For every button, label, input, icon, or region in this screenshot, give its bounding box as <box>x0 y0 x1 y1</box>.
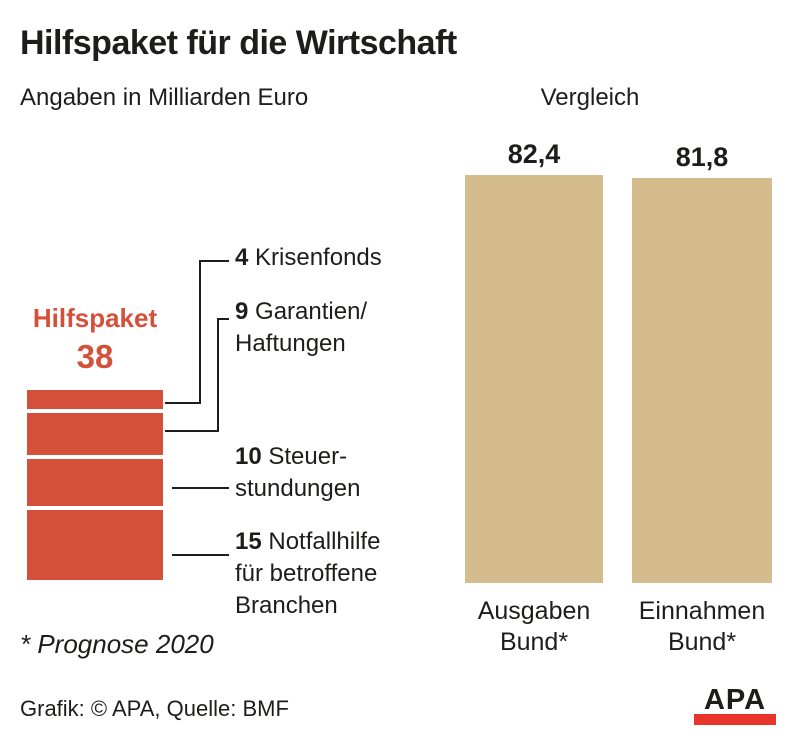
bar-value-ausgaben: 82,4 <box>507 139 561 169</box>
bar-label-line: Bund* <box>499 628 569 656</box>
bar-label-line: Bund* <box>667 628 737 656</box>
segment-steuerstundungen <box>27 458 163 506</box>
unit-note: Angaben in Milliarden Euro <box>20 84 309 111</box>
stacked-bar <box>27 390 163 580</box>
segment-text: stundungen <box>235 475 361 502</box>
segment-text: Branchen <box>235 592 338 619</box>
bar-value-einnahmen: 81,8 <box>675 142 729 172</box>
apa-logo: APA <box>694 684 776 725</box>
bar-label-line: Einnahmen <box>638 597 766 625</box>
bar-label-ausgaben: Ausgaben Bund* <box>434 596 634 658</box>
segment-label-garantien: 9 Garantien/ Haftungen <box>235 296 367 360</box>
segment-value: 4 <box>235 244 249 271</box>
segment-text: Krisenfonds <box>255 244 382 271</box>
segment-krisenfonds <box>27 390 163 409</box>
footnote: * Prognose 2020 <box>20 629 214 659</box>
segment-text: Garantien/ <box>255 298 368 325</box>
segment-label-notfallhilfe: 15 Notfallhilfe für betroffene Branchen <box>235 526 380 622</box>
segment-text: Steuer- <box>268 443 348 470</box>
bar-ausgaben-bund <box>465 175 603 583</box>
page-title: Hilfspaket für die Wirtschaft <box>20 24 457 62</box>
segment-notfallhilfe <box>27 509 163 580</box>
segment-text: für betroffene <box>235 560 378 587</box>
segment-value: 15 <box>235 528 262 555</box>
comparison-title: Vergleich <box>540 84 640 111</box>
segment-label-krisenfonds: 4 Krisenfonds <box>235 242 382 274</box>
stacked-bar-total-value: 38 <box>76 338 114 375</box>
segment-value: 9 <box>235 298 249 325</box>
bar-einnahmen-bund <box>632 178 772 583</box>
credit-line: Grafik: © APA, Quelle: BMF <box>20 696 289 721</box>
segment-garantien-haftungen <box>27 412 163 455</box>
stacked-bar-title: Hilfspaket <box>32 303 158 333</box>
segment-text: Notfallhilfe <box>268 528 381 555</box>
bar-label-einnahmen: Einnahmen Bund* <box>612 596 792 658</box>
apa-logo-text: APA <box>703 684 767 716</box>
segment-label-steuerstundungen: 10 Steuer- stundungen <box>235 441 360 505</box>
bar-label-line: Ausgaben <box>477 597 591 625</box>
apa-logo-red-bar <box>694 714 776 725</box>
segment-value: 10 <box>235 443 262 470</box>
segment-text: Haftungen <box>235 330 346 357</box>
